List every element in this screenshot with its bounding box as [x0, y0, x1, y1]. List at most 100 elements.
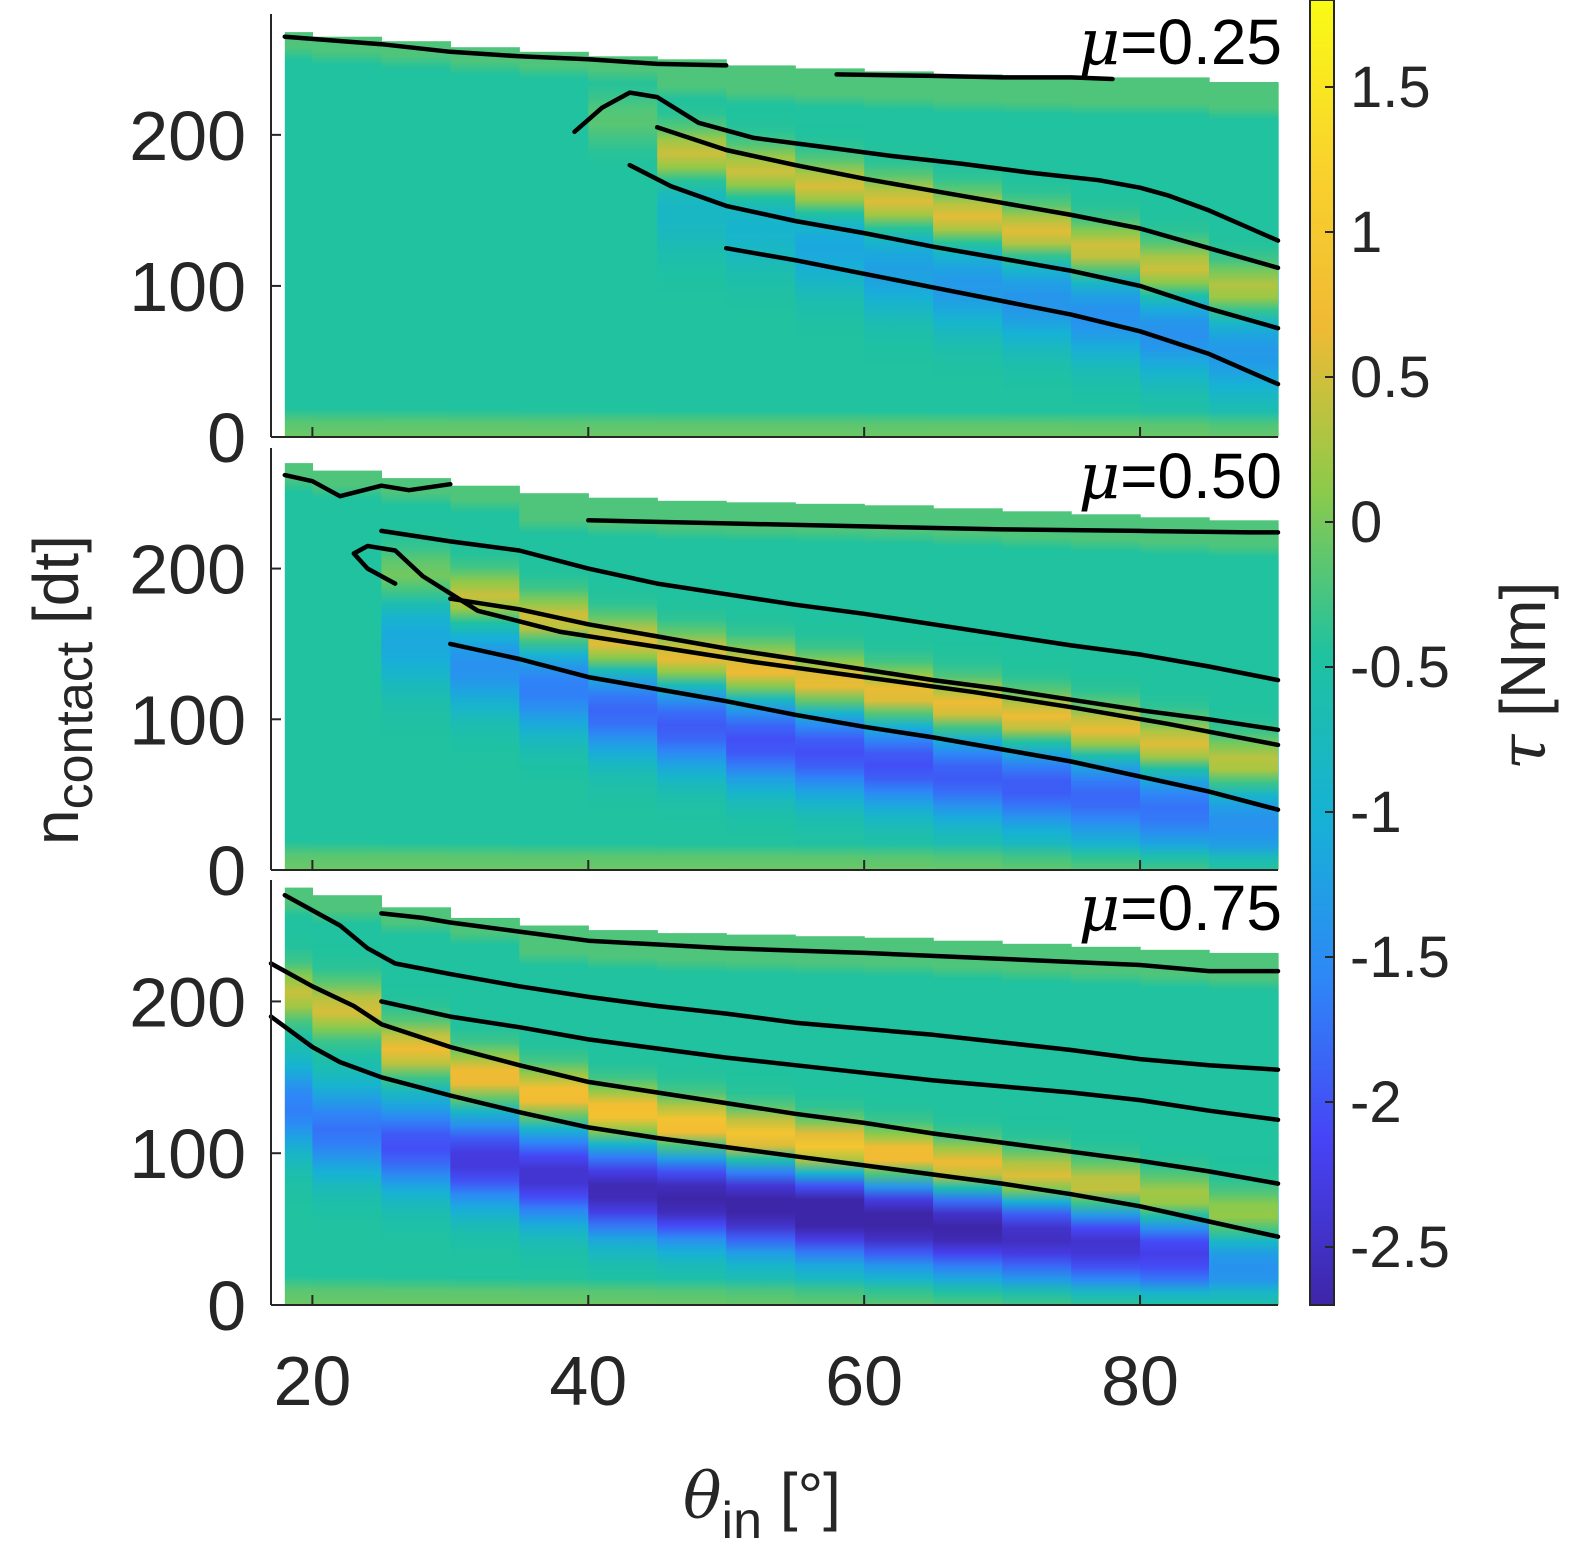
heatmap-column — [519, 51, 589, 438]
y-axis-label-sub: contact — [46, 641, 104, 809]
heatmap-column — [1209, 520, 1279, 870]
x-tick-label: 40 — [549, 1342, 627, 1420]
x-axis-label-unit: [°] — [762, 1460, 841, 1532]
heatmap-column — [1002, 75, 1072, 438]
heatmap-column — [381, 41, 451, 437]
heatmap-panels: μ=0.25μ=0.50μ=0.75 — [268, 6, 1282, 1306]
heatmap-column — [864, 505, 934, 870]
heatmap-column — [1140, 517, 1210, 870]
heatmap-column — [657, 933, 727, 1305]
heatmap-column — [726, 502, 796, 870]
heatmap-column — [588, 930, 658, 1305]
heatmap-column — [795, 68, 865, 438]
y-tick-label: 200 — [129, 97, 246, 175]
contour-line — [586, 518, 1281, 535]
contour-line — [282, 472, 453, 499]
heatmap-column — [1071, 77, 1141, 438]
heatmap-column — [795, 503, 865, 870]
contour-line — [351, 543, 1281, 748]
heatmap-column — [864, 71, 934, 438]
mu-symbol: μ — [1078, 872, 1120, 946]
heatmap-column — [1278, 955, 1279, 1305]
y-tick-label: 200 — [129, 963, 246, 1041]
heatmap-column — [864, 937, 934, 1305]
y-tick-label: 0 — [207, 399, 246, 477]
contour-line — [448, 641, 1281, 812]
contour-line — [723, 245, 1281, 387]
y-tick-label: 100 — [129, 1115, 246, 1193]
mu-label: μ=0.75 — [1078, 872, 1282, 946]
colorbar-tick-label: -2.5 — [1350, 1215, 1450, 1280]
heatmap-column — [1002, 943, 1072, 1306]
colorbar-tick-label: 0.5 — [1350, 345, 1431, 410]
contour-line — [268, 1014, 1281, 1239]
x-axis-label: θin [°] — [683, 1460, 841, 1550]
contour-line — [379, 999, 1281, 1123]
y-axis-label: ncontact [dt] — [20, 535, 104, 845]
mu-label: μ=0.50 — [1078, 440, 1282, 514]
colorbar-tick-label: -0.5 — [1350, 635, 1450, 700]
heatmap-column — [1209, 952, 1279, 1305]
panel-2: μ=0.50 — [270, 440, 1282, 871]
heatmap-column — [588, 56, 658, 438]
contour-line — [379, 911, 1281, 974]
y-tick-label: 100 — [129, 248, 246, 326]
heatmap-column — [284, 463, 313, 870]
contour-line — [572, 90, 1281, 243]
colorbar-tick-label: 1.5 — [1350, 55, 1431, 120]
y-tick-label: 0 — [207, 1267, 246, 1345]
x-tick-labels: 20 40 60 80 — [273, 1342, 1179, 1420]
contour-line — [268, 961, 1281, 1186]
y-axis-label-main: n — [20, 809, 92, 845]
colorbar-tick-label: -2 — [1350, 1070, 1402, 1135]
heatmap-column — [312, 470, 382, 870]
x-axis-label-symbol: θ — [683, 1460, 722, 1534]
y-tick-label: 0 — [207, 832, 246, 910]
colorbar-label-symbol: τ — [1487, 733, 1561, 770]
colorbar-tick-label: 0 — [1350, 490, 1382, 555]
colorbar-tick-label: 1 — [1350, 200, 1382, 265]
heatmap-column — [1071, 514, 1141, 870]
y-tick-label: 100 — [129, 681, 246, 759]
panel-1: μ=0.25 — [270, 6, 1282, 438]
heatmap-column — [933, 940, 1003, 1305]
heatmap-column — [657, 500, 727, 871]
heatmap-column — [726, 934, 796, 1305]
mu-value: =0.25 — [1120, 6, 1282, 78]
heatmap-column — [284, 887, 313, 1305]
heatmap-column — [1278, 523, 1279, 870]
heatmap-column — [519, 493, 589, 870]
contour-line — [627, 162, 1281, 331]
y-axis-label-unit: [dt] — [20, 535, 92, 642]
heatmap-column — [1071, 946, 1141, 1305]
x-tick-label: 60 — [825, 1342, 903, 1420]
contour-line — [654, 125, 1281, 271]
x-axis-label-sub: in — [722, 1492, 762, 1550]
mu-symbol: μ — [1078, 440, 1120, 514]
colorbar: 1.5 1 0.5 0 -0.5 -1 -1.5 -2 -2.5 — [1309, 0, 1450, 1306]
mu-value: =0.75 — [1120, 872, 1282, 944]
colorbar-tick-label: -1.5 — [1350, 925, 1450, 990]
heatmap-column — [450, 47, 520, 437]
mu-value: =0.50 — [1120, 440, 1282, 512]
heatmap-column — [284, 32, 313, 437]
contour-line — [282, 34, 729, 68]
heatmap-column — [312, 36, 382, 437]
mu-label: μ=0.25 — [1078, 6, 1282, 80]
heatmap-column — [1140, 949, 1210, 1305]
x-tick-label: 20 — [273, 1342, 351, 1420]
colorbar-gradient — [1309, 0, 1335, 1306]
colorbar-label: τ [Nm] — [1487, 582, 1561, 770]
mu-symbol: μ — [1078, 6, 1120, 80]
heatmap-column — [381, 478, 451, 870]
colorbar-label-unit: [Nm] — [1487, 582, 1559, 735]
contour-line — [282, 892, 1281, 1072]
contour-line — [379, 528, 1281, 683]
colorbar-tick-label: -1 — [1350, 780, 1402, 845]
y-tick-label: 200 — [129, 531, 246, 609]
contour-line — [448, 596, 1281, 733]
heatmap-column — [657, 59, 727, 438]
contour-line — [834, 72, 1115, 82]
heatmap-column — [1278, 83, 1279, 437]
